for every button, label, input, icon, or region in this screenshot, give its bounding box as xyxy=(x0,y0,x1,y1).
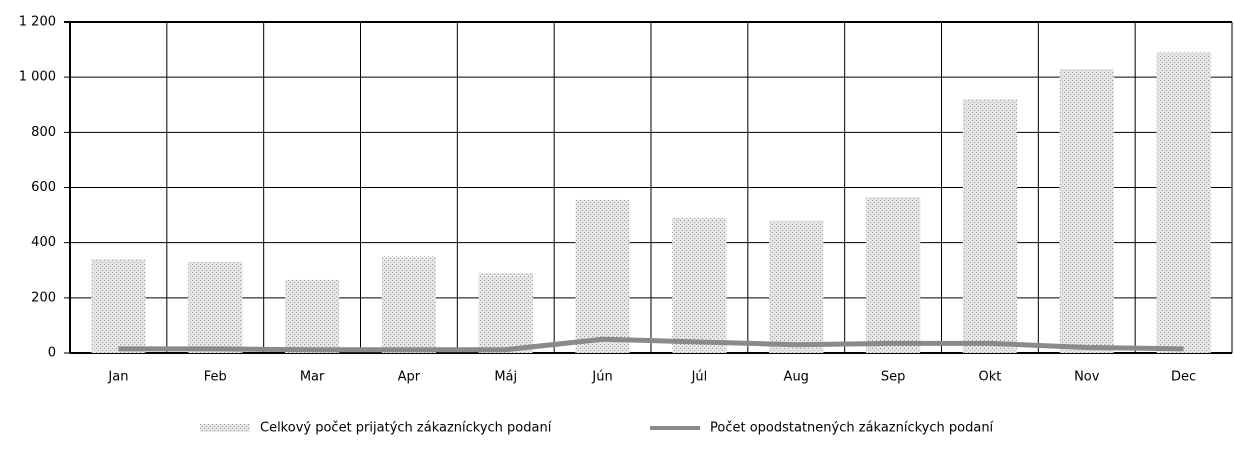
bar xyxy=(1059,68,1114,354)
bar xyxy=(188,261,243,353)
legend-label: Počet opodstatnených zákazníckych podaní xyxy=(710,421,994,436)
x-tick-label: Mar xyxy=(300,370,325,385)
y-tick-label: 1 000 xyxy=(19,70,56,85)
y-tick-label: 0 xyxy=(48,346,56,361)
bar xyxy=(769,220,824,353)
x-tick-label: Dec xyxy=(1171,370,1196,385)
x-tick-label: Nov xyxy=(1074,370,1100,385)
y-tick-label: 800 xyxy=(31,125,56,140)
y-tick-label: 200 xyxy=(31,290,56,305)
legend-swatch xyxy=(200,424,250,432)
x-tick-label: Aug xyxy=(784,370,809,385)
line xyxy=(118,336,1184,353)
x-tick-label: Júl xyxy=(691,370,708,385)
legend-label: Celkový počet prijatých zákazníckych pod… xyxy=(260,421,552,436)
bar xyxy=(962,99,1018,353)
x-tick-label: Apr xyxy=(398,370,421,385)
y-tick-label: 1 200 xyxy=(19,15,56,30)
bar xyxy=(91,259,146,353)
bar xyxy=(284,279,340,353)
bar xyxy=(1156,52,1211,353)
x-tick-label: Jún xyxy=(591,370,612,385)
y-tick-label: 400 xyxy=(31,235,56,250)
x-tick-label: Feb xyxy=(204,370,227,385)
bar xyxy=(478,273,533,353)
bar xyxy=(865,197,921,353)
x-tick-label: Sep xyxy=(881,370,906,385)
bar xyxy=(672,217,727,353)
x-tick-label: Okt xyxy=(978,370,1001,385)
bar xyxy=(575,199,630,353)
y-tick-label: 600 xyxy=(31,180,56,195)
x-tick-label: Jan xyxy=(107,370,128,385)
x-tick-label: Máj xyxy=(494,370,517,385)
bar xyxy=(381,256,437,353)
